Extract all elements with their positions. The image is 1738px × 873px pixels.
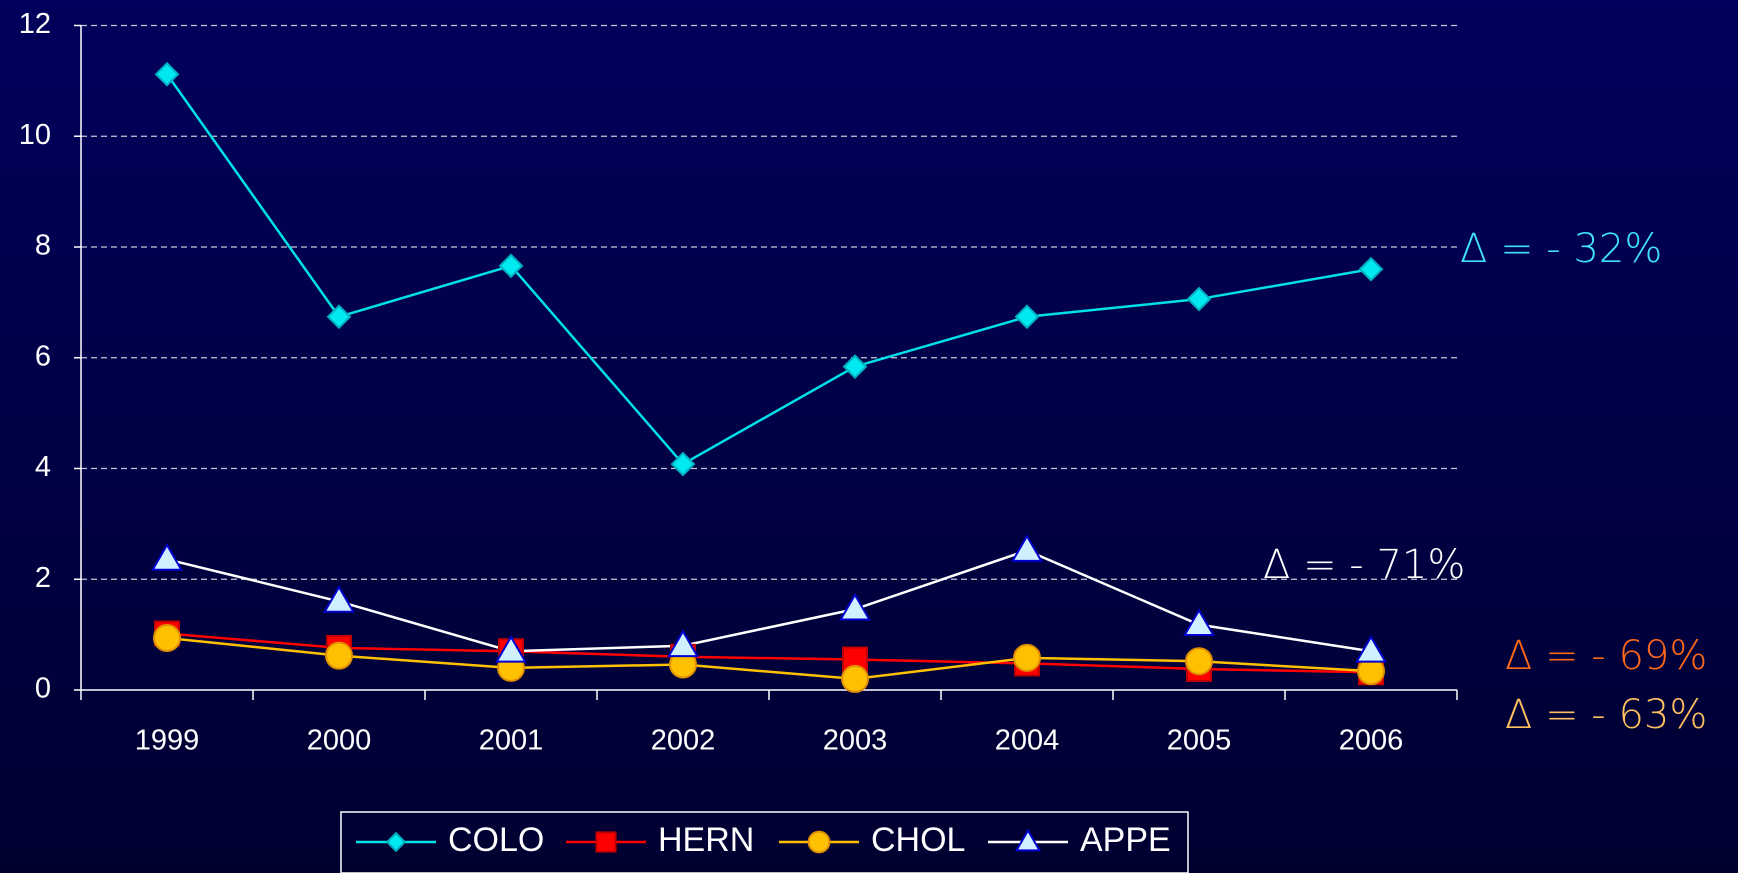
marker [670,451,696,477]
marker [385,831,407,853]
marker [154,61,180,87]
legend-label: COLO [448,821,544,859]
marker [841,664,869,693]
marker [666,629,700,658]
marker [1185,647,1213,676]
legend-label: CHOL [871,821,965,859]
y-tick-label: 6 [35,340,51,372]
series-line [165,73,1372,466]
y-tick-label: 0 [35,673,51,705]
marker [153,623,181,652]
marker [595,831,617,853]
series-line [166,636,1372,681]
marker [1186,286,1212,312]
series-line [166,632,1372,674]
marker [1358,256,1384,282]
annotation: Δ = - 63% [1505,692,1707,738]
annotation: Δ = - 69% [1505,633,1707,679]
x-tick-label: 2005 [1167,725,1232,757]
legend-box [340,811,1189,873]
legend-label: APPE [1080,821,1171,859]
marker [1014,304,1040,330]
x-tick-label: 2006 [1339,725,1404,757]
marker [326,304,352,330]
x-tick-label: 2000 [307,725,372,757]
marker [322,585,356,613]
y-tick-label: 10 [19,119,51,151]
marker [325,641,353,670]
marker [1182,608,1216,637]
marker [150,543,184,571]
marker [838,592,872,621]
marker [1354,634,1388,663]
y-tick-label: 8 [35,230,51,262]
marker [1010,534,1044,562]
annotation: Δ = - 32% [1460,226,1662,272]
marker [807,830,831,854]
y-tick-label: 4 [35,451,51,483]
marker [1014,828,1042,852]
marker [1013,643,1041,672]
x-tick-label: 1999 [135,725,200,757]
legend-label: HERN [658,821,754,859]
x-tick-label: 2004 [995,725,1060,757]
x-tick-label: 2003 [823,725,888,757]
y-tick-label: 2 [35,562,51,594]
marker [494,634,528,663]
x-tick-label: 2002 [651,725,716,757]
marker [498,253,524,279]
annotation: Δ = - 71% [1263,542,1465,588]
series-line [166,549,1372,653]
x-tick-label: 2001 [479,725,544,757]
marker [842,354,868,380]
y-tick-label: 12 [19,8,51,40]
